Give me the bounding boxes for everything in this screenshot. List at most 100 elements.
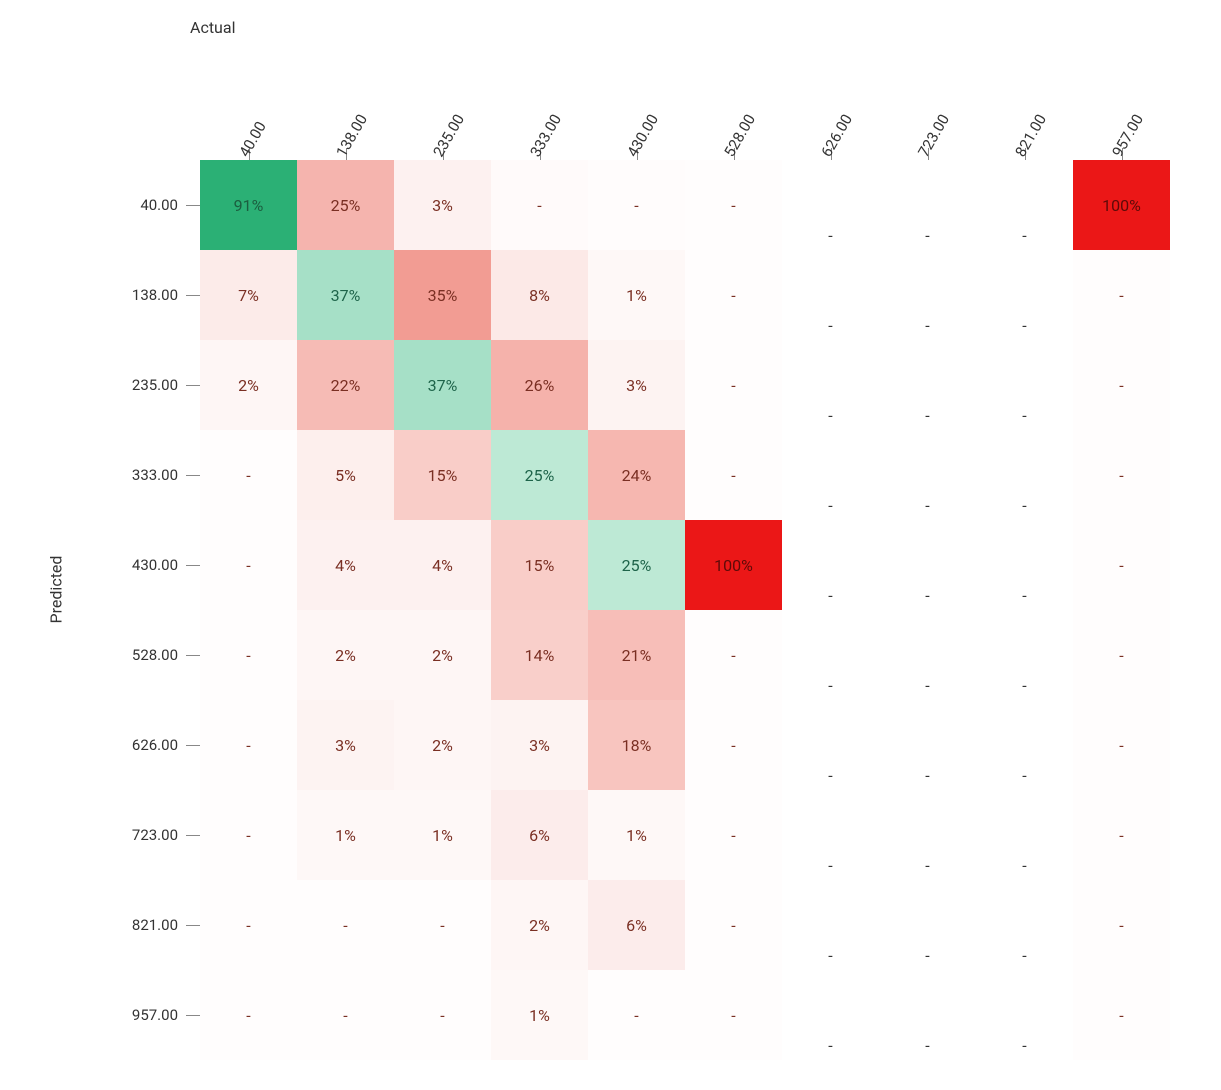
heatmap-cell: - (1073, 970, 1170, 1060)
heatmap-cell: - (297, 970, 394, 1060)
y-tick-mark (186, 655, 200, 656)
heatmap-cell: - (782, 820, 879, 910)
heatmap-cell: - (879, 460, 976, 550)
heatmap-cell: 25% (491, 430, 588, 520)
heatmap-cell: 91% (200, 160, 297, 250)
heatmap-cell: - (1073, 790, 1170, 880)
heatmap-cell: 37% (394, 340, 491, 430)
heatmap-cell: 24% (588, 430, 685, 520)
heatmap-cell: 37% (297, 250, 394, 340)
y-tick-label: 626.00 (108, 736, 178, 754)
heatmap-cell: 4% (394, 520, 491, 610)
y-tick-label: 528.00 (108, 646, 178, 664)
y-tick-mark (186, 205, 200, 206)
heatmap-cell: 1% (394, 790, 491, 880)
heatmap-cell: 2% (297, 610, 394, 700)
heatmap-cell: - (297, 880, 394, 970)
y-tick-mark (186, 295, 200, 296)
x-tick-label: 138.00 (332, 111, 371, 160)
heatmap-cell: - (685, 160, 782, 250)
heatmap-cell: 3% (394, 160, 491, 250)
heatmap-cell: - (685, 340, 782, 430)
y-tick-label: 957.00 (108, 1006, 178, 1024)
x-tick-label: 40.00 (235, 118, 269, 160)
x-tick-label: 957.00 (1108, 111, 1147, 160)
heatmap-cell: 25% (297, 160, 394, 250)
heatmap-cell: 5% (297, 430, 394, 520)
heatmap-cell: 1% (297, 790, 394, 880)
heatmap-cell: - (1073, 880, 1170, 970)
heatmap-cell: 1% (588, 790, 685, 880)
heatmap-cell: 8% (491, 250, 588, 340)
heatmap-cell: 2% (394, 700, 491, 790)
heatmap-cell: - (685, 430, 782, 520)
y-tick-mark (186, 565, 200, 566)
y-tick-label: 723.00 (108, 826, 178, 844)
heatmap-cell: 3% (297, 700, 394, 790)
heatmap-cell: - (782, 370, 879, 460)
heatmap-cell: - (394, 970, 491, 1060)
heatmap-cell: - (588, 160, 685, 250)
heatmap-cell: 1% (491, 970, 588, 1060)
heatmap-cell: - (1073, 340, 1170, 430)
heatmap-cell: - (200, 610, 297, 700)
heatmap-cell: - (782, 460, 879, 550)
heatmap-cell: - (1073, 700, 1170, 790)
heatmap-cell: - (976, 370, 1073, 460)
x-tick-label: 430.00 (623, 111, 662, 160)
heatmap-cell: 100% (1073, 160, 1170, 250)
heatmap-cell: - (976, 640, 1073, 730)
heatmap-cell: - (976, 820, 1073, 910)
x-axis-title: Actual (190, 18, 235, 37)
heatmap-cell: - (200, 970, 297, 1060)
y-tick-label: 821.00 (108, 916, 178, 934)
heatmap-cell: - (685, 610, 782, 700)
heatmap-cell: 18% (588, 700, 685, 790)
heatmap-cell: - (782, 730, 879, 820)
heatmap-cell: 2% (394, 610, 491, 700)
y-tick-mark (186, 475, 200, 476)
y-tick-label: 430.00 (108, 556, 178, 574)
heatmap-cell: - (588, 970, 685, 1060)
x-tick-label: 333.00 (526, 111, 565, 160)
heatmap-cell: - (1073, 250, 1170, 340)
heatmap-cell: 4% (297, 520, 394, 610)
heatmap-cell: - (976, 910, 1073, 1000)
heatmap-cell: - (879, 820, 976, 910)
y-tick-label: 333.00 (108, 466, 178, 484)
heatmap-cell: 26% (491, 340, 588, 430)
heatmap-cell: 7% (200, 250, 297, 340)
heatmap-cell: - (782, 550, 879, 640)
y-tick-mark (186, 1015, 200, 1016)
y-axis-title: Predicted (46, 556, 65, 624)
heatmap-cell: 14% (491, 610, 588, 700)
heatmap-cell: 2% (200, 340, 297, 430)
heatmap-cell: - (685, 250, 782, 340)
y-tick-label: 138.00 (108, 286, 178, 304)
heatmap-cell: - (782, 910, 879, 1000)
heatmap-cell: 100% (685, 520, 782, 610)
heatmap-cell: - (879, 910, 976, 1000)
heatmap-cell: 22% (297, 340, 394, 430)
heatmap-cell: - (200, 790, 297, 880)
x-tick-label: 235.00 (429, 111, 468, 160)
y-tick-mark (186, 745, 200, 746)
heatmap-cell: - (200, 430, 297, 520)
heatmap-cell: 35% (394, 250, 491, 340)
heatmap-cell: - (879, 1000, 976, 1090)
heatmap-cell: - (1073, 520, 1170, 610)
x-tick-label: 723.00 (914, 111, 953, 160)
heatmap-cell: 15% (394, 430, 491, 520)
y-tick-mark (186, 835, 200, 836)
y-tick-mark (186, 925, 200, 926)
heatmap-cell: 21% (588, 610, 685, 700)
heatmap-cell: - (1073, 610, 1170, 700)
y-tick-label: 40.00 (108, 196, 178, 214)
confusion-matrix-container: Actual Predicted 40.00 138.00 235.00 333.00… (0, 0, 1221, 1089)
heatmap-cell: - (879, 550, 976, 640)
heatmap-cell: - (976, 190, 1073, 280)
heatmap-cell: - (685, 970, 782, 1060)
heatmap-cell: - (1073, 430, 1170, 520)
heatmap-cell: - (200, 520, 297, 610)
heatmap-cell: 1% (588, 250, 685, 340)
